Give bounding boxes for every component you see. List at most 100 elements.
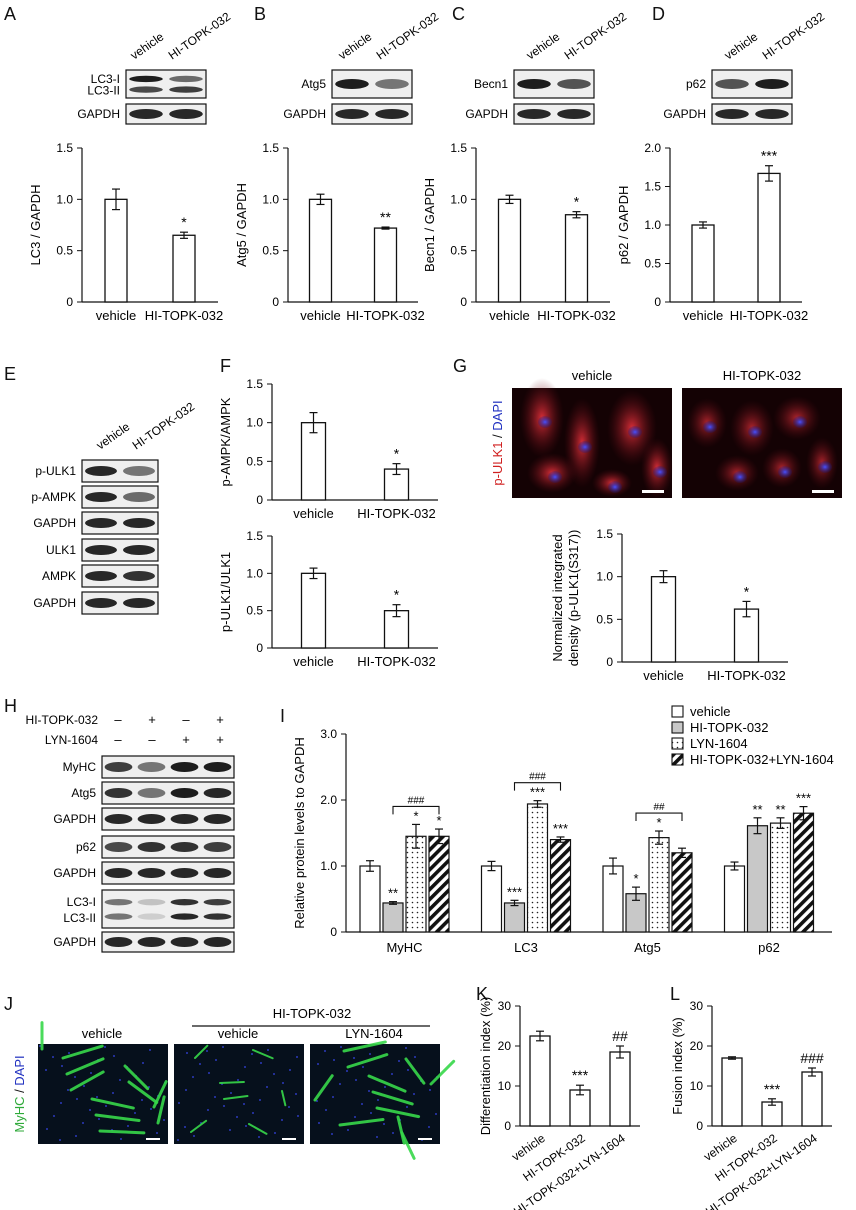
nucleus-dot [355,1079,357,1081]
bar [428,835,450,933]
nucleus-dot [193,1135,195,1137]
legend-label: HI-TOPK-032+LYN-1604 [690,752,834,767]
western-blot-h: MyHC Atg5 GAPDH p62 GAPDH LC3-I LC3-II GAPDH [53,755,235,953]
nucleus-dot [208,1072,210,1074]
nucleus [548,471,562,483]
nucleus-dot [266,1086,268,1088]
significance-label: ## [612,1028,628,1044]
significance-label: * [181,214,187,230]
nucleus-dot [296,1056,298,1058]
myotube [313,1074,334,1102]
blot-row-label: p-AMPK [31,490,76,504]
protein-band [375,109,409,119]
nucleus-dot [316,1100,318,1102]
nucleus-dot [243,1103,245,1105]
comparison-bracket [513,782,562,791]
western-blot-c: Becn1 GAPDH [465,69,595,125]
significance-label: * [633,871,638,886]
x-tick-label: HI-TOPK-032 [346,308,425,323]
y-tick-label: 0.5 [56,244,73,258]
x-tick-label: vehicle [293,654,333,669]
nucleus [748,426,762,438]
y-tick-label: 1.5 [262,141,279,155]
myotube [281,1090,287,1107]
protein-band [104,788,133,798]
chart-i: 01.02.03.0*** *MyHC*********LC3**Atg5** **… [292,704,834,955]
blot-strip [81,564,159,588]
protein-band [104,868,133,878]
x-tick-label: MyHC [386,940,422,955]
myotube [371,1090,414,1106]
chart-l: 0102030vehicle***HI-TOPK-032###HI-TOPK-0… [670,999,832,1210]
significance-label: *** [764,1081,781,1097]
nucleus-dot [45,1069,47,1071]
western-blot-e: p-ULK1 p-AMPK GAPDH ULK1 AMPK GAPDH [31,459,159,615]
nucleus-dot [391,1073,393,1075]
stain-separator: / [12,1086,27,1097]
panel-letter-c: C [452,4,465,24]
image-label: vehicle [218,1026,258,1041]
protein-band [85,545,117,555]
bar [671,852,693,933]
panel-letter-e: E [4,364,16,384]
nucleus-dot [150,1108,152,1110]
legend-swatch [671,753,684,766]
bar [300,572,327,649]
y-tick-label: 1.5 [246,529,263,543]
nucleus-dot [207,1109,209,1111]
treatment-sign: + [148,712,156,727]
protein-band [203,937,232,947]
y-tick-label: 20 [498,1039,512,1053]
nucleus-dot [368,1090,370,1092]
treatment-sign: – [114,732,122,747]
bar [792,812,815,933]
nucleus-dot [82,1122,84,1124]
nucleus-dot [184,1126,186,1128]
myotube [156,1095,166,1125]
blot-row-label: GAPDH [283,107,326,121]
significance-label: * [394,446,400,462]
significance-label: ** [380,209,391,225]
nucleus-dot [384,1086,386,1088]
nucleus-dot [267,1049,269,1051]
y-tick-label: 0.5 [262,244,279,258]
nucleus-dot [223,1105,225,1107]
y-tick-label: 0 [460,295,467,309]
protein-band [170,913,199,920]
y-tick-label: 0.5 [450,244,467,258]
protein-band [137,937,166,947]
protein-band [517,109,551,119]
myotube [375,1106,421,1119]
nucleus [703,421,717,433]
stain-blue: DAPI [490,400,505,430]
panel-letter-b: B [254,4,266,24]
nucleus-dot [76,1098,78,1100]
bar [405,835,427,933]
protein-band [137,788,166,798]
scale-bar [642,490,664,493]
nucleus-dot [297,1115,299,1117]
panel-letter-d: D [652,4,665,24]
y-tick-label: 0 [256,641,263,655]
scale-bar [812,490,834,493]
y-tick-label: 20 [690,1039,704,1053]
significance-label: *** [530,785,545,800]
protein-band [85,571,117,581]
nucleus-dot [259,1099,261,1101]
nucleus-dot [251,1053,253,1055]
lane-label: vehicle [336,29,375,62]
nucleus-dot [281,1119,283,1121]
bar [757,172,781,303]
nucleus-dot [163,1119,165,1121]
nucleus [578,441,592,453]
lane-label: vehicle [128,29,167,62]
y-tick-label: 1.0 [644,218,661,232]
bar [602,865,624,933]
chart-f1: 0 0.5 1.0 1.5 vehicle * HI-TOPK-032 p-AMPK/AMPK [218,377,438,521]
y-axis-label: Fusion index (%) [670,1017,685,1115]
panel-letter-l: L [670,984,680,1004]
y-axis-label: Relative protein levels to GAPDH [292,737,307,928]
protein-band [203,868,232,878]
x-tick-label: vehicle [683,308,723,323]
significance-label: *** [507,884,522,899]
